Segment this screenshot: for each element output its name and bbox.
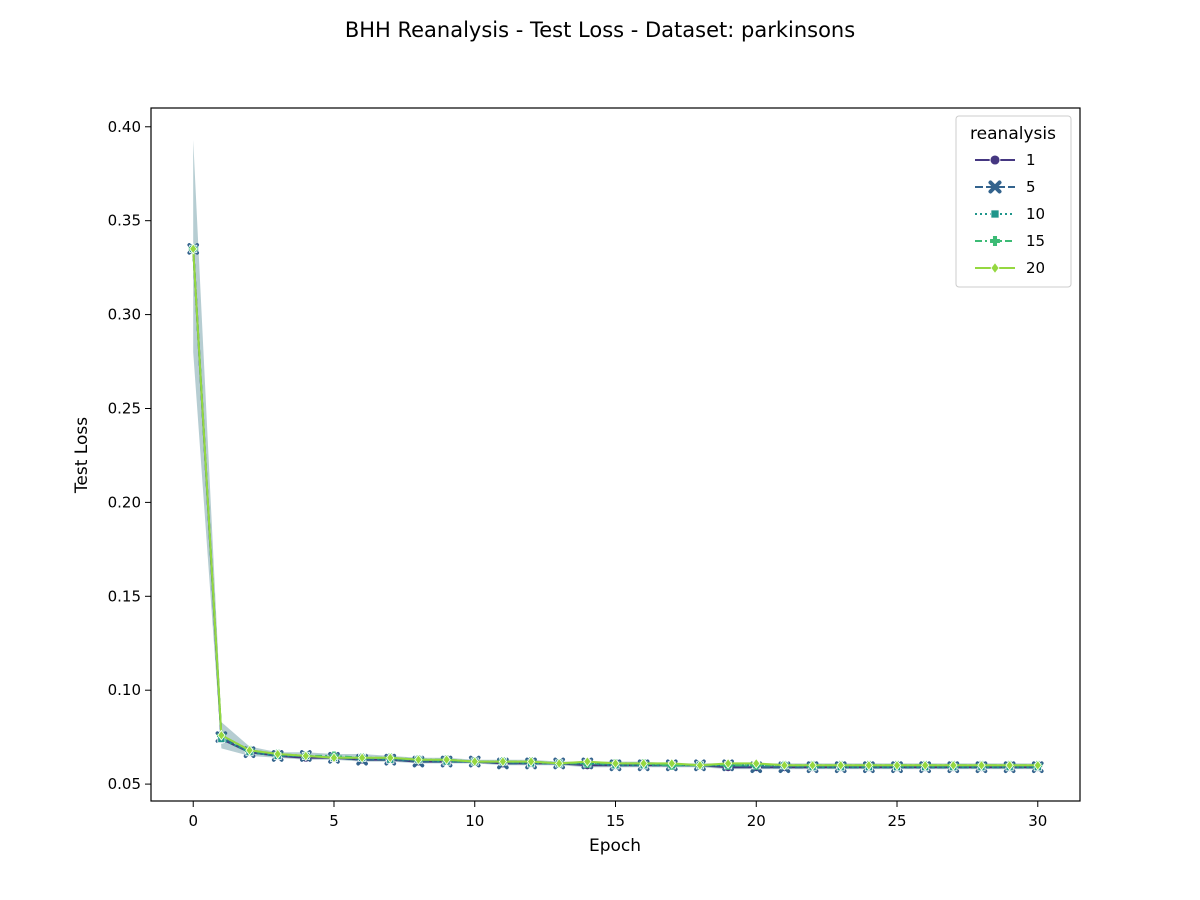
legend-marker: [990, 261, 1000, 275]
data-point: [667, 757, 676, 769]
x-tick-label: 10: [465, 812, 484, 830]
x-tick-label: 5: [329, 812, 339, 830]
x-tick-label: 30: [1028, 812, 1047, 830]
data-point: [780, 759, 789, 771]
y-tick-label: 0.25: [108, 399, 141, 417]
y-axis-label: Test Loss: [72, 417, 92, 494]
data-point: [555, 757, 564, 769]
series-20: [189, 243, 1042, 771]
series-line: [192, 248, 1038, 769]
data-point: [273, 748, 282, 760]
confidence-band: [193, 139, 1038, 770]
y-tick-label: 0.05: [108, 775, 141, 793]
legend-label: 5: [1026, 178, 1036, 196]
data-point: [921, 759, 930, 771]
y-tick-label: 0.40: [108, 118, 141, 136]
legend-label: 1: [1026, 151, 1036, 169]
y-tick-label: 0.15: [108, 587, 141, 605]
data-point: [611, 757, 620, 769]
data-point: [245, 744, 254, 756]
series-line: [192, 248, 1038, 767]
x-axis-label: Epoch: [589, 836, 641, 856]
x-tick-label: 15: [606, 812, 625, 830]
data-point: [583, 756, 592, 768]
legend-item-15: 15: [975, 232, 1045, 250]
data-point: [695, 759, 705, 771]
x-axis: 0 5 10 15 20 25 30: [188, 801, 1047, 830]
data-point: [189, 243, 198, 255]
y-tick-label: 0.35: [108, 212, 141, 230]
data-point: [386, 752, 395, 764]
data-point: [442, 754, 451, 766]
series-line: [192, 248, 1038, 769]
plot-area: [187, 139, 1044, 773]
legend-label: 20: [1026, 259, 1045, 277]
data-point: [498, 756, 507, 768]
series-line: [192, 248, 1038, 769]
data-point: [949, 759, 958, 771]
x-tick-label: 25: [887, 812, 906, 830]
legend-marker: [990, 209, 1000, 219]
legend-marker: [988, 180, 1002, 194]
chart-title: BHH Reanalysis - Test Loss - Dataset: pa…: [345, 18, 855, 42]
data-point: [808, 759, 817, 771]
legend-item-20: 20: [975, 259, 1045, 277]
legend-label: 15: [1026, 232, 1045, 250]
y-tick-label: 0.10: [108, 681, 141, 699]
data-point: [724, 757, 733, 769]
legend-item-1: 1: [975, 151, 1036, 169]
series-line: [192, 248, 1038, 767]
data-point: [301, 750, 310, 762]
legend-item-5: 5: [975, 178, 1036, 196]
data-point: [329, 752, 339, 764]
data-point: [414, 754, 423, 766]
data-point: [864, 759, 873, 771]
series-15: [188, 244, 1043, 770]
x-tick-label: 0: [188, 812, 198, 830]
legend-marker: [990, 236, 1000, 246]
data-point: [1033, 759, 1042, 771]
legend-title: reanalysis: [970, 124, 1056, 144]
data-point: [526, 756, 536, 768]
data-point: [977, 759, 986, 771]
legend-label: 10: [1026, 205, 1045, 223]
series-5: [187, 243, 1044, 773]
plot-frame: [150, 107, 1081, 802]
data-point: [358, 752, 367, 764]
data-point: [892, 759, 902, 771]
data-point: [217, 729, 226, 741]
y-axis: 0.05 0.10 0.15 0.20 0.25 0.30 0.35 0.40: [108, 118, 151, 793]
y-tick-label: 0.30: [108, 306, 141, 324]
y-tick-label: 0.20: [108, 493, 141, 511]
data-point: [1005, 759, 1014, 771]
series-1: [188, 244, 1043, 772]
legend-marker: [989, 154, 1001, 166]
data-point: [470, 756, 479, 768]
legend-box: [955, 115, 1072, 288]
series-10: [189, 244, 1042, 772]
x-tick-label: 20: [747, 812, 766, 830]
legend-item-10: 10: [975, 205, 1045, 223]
data-point: [752, 757, 761, 769]
data-point: [836, 759, 845, 771]
data-point: [639, 757, 648, 769]
